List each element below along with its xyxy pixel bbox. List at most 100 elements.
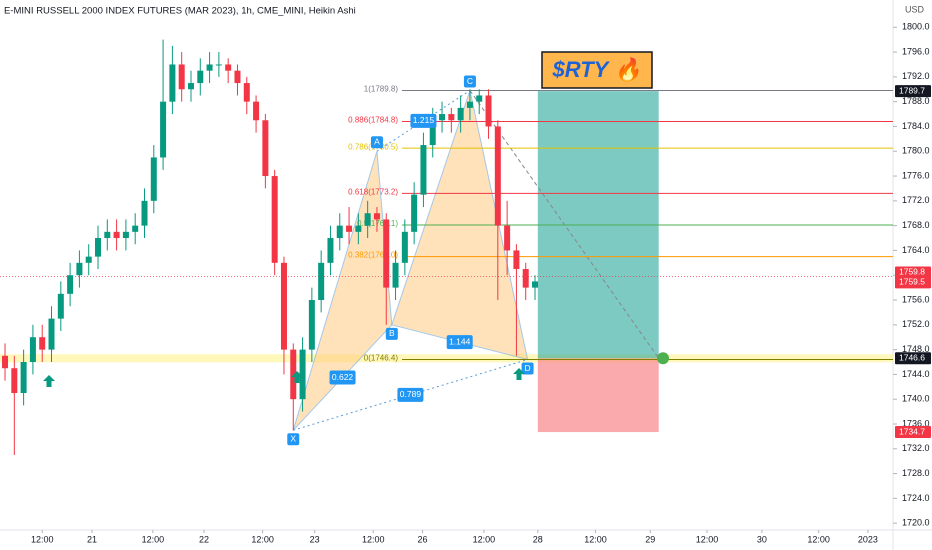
- y-tick-label: 1800.0: [902, 22, 930, 32]
- y-tick-label: 1736.0: [902, 418, 930, 428]
- y-tick-label: 1748.0: [902, 344, 930, 354]
- y-tick-label: 1780.0: [902, 146, 930, 156]
- fib-label: 1(1789.8): [364, 85, 399, 94]
- candle-body: [20, 362, 27, 394]
- price-label: 1759.5: [899, 277, 925, 287]
- y-tick-label: 1796.0: [902, 46, 930, 56]
- candle-body: [364, 213, 371, 226]
- x-tick-label: 12:00: [31, 534, 54, 544]
- point-label: X: [290, 433, 296, 443]
- candle-body: [76, 262, 83, 276]
- y-tick-label: 1744.0: [902, 369, 930, 379]
- candle-body: [197, 70, 204, 84]
- price-label: 1746.6: [899, 353, 925, 363]
- ratio-box: [329, 370, 356, 385]
- candle-body: [215, 64, 222, 66]
- candle-body: [411, 194, 418, 232]
- candle-body: [29, 337, 36, 363]
- x-tick-label: 12:00: [142, 534, 165, 544]
- signal-arrows: [43, 368, 525, 387]
- candle-body: [439, 114, 446, 121]
- candle-body: [122, 231, 129, 239]
- candle-body: [532, 281, 539, 288]
- ratio-label: 1.215: [413, 115, 435, 125]
- x-tick-label: 28: [533, 534, 543, 544]
- candle-body: [355, 225, 362, 232]
- candle-body: [243, 83, 250, 102]
- candle-body: [262, 120, 269, 177]
- point-label: B: [389, 328, 395, 338]
- candle-body: [234, 70, 241, 84]
- plot: 1(1789.8)0.886(1784.8)0.786(1780.5)0.618…: [0, 39, 893, 455]
- candle-body: [290, 349, 297, 400]
- fib-label: 0.618(1773.2): [348, 188, 398, 197]
- chart-title: E-MINI RUSSELL 2000 INDEX FUTURES (MAR 2…: [4, 6, 356, 17]
- pattern-dashed: [293, 359, 528, 431]
- projection-line: [469, 90, 660, 359]
- x-tick-label: 23: [310, 534, 320, 544]
- candle-body: [2, 355, 9, 369]
- candle-body: [513, 250, 520, 270]
- candle-body: [299, 349, 306, 400]
- point-box: [521, 362, 534, 375]
- x-tick-label: 2023: [858, 534, 878, 544]
- candle-body: [466, 101, 473, 108]
- y-tick-label: 1792.0: [902, 71, 930, 81]
- candle-body: [522, 269, 529, 288]
- candle-body: [308, 300, 315, 350]
- candle-body: [225, 64, 232, 71]
- candle-body: [113, 231, 120, 239]
- candle-body: [476, 95, 483, 102]
- ratio-label: 0.622: [332, 372, 354, 382]
- candle-body: [318, 262, 325, 301]
- y-tick-label: 1732.0: [902, 443, 930, 453]
- candle-body: [39, 337, 46, 350]
- up-arrow: [43, 375, 55, 387]
- x-tick-label: 29: [645, 534, 655, 544]
- candle-body: [504, 225, 511, 251]
- y-tick-label: 1788.0: [902, 96, 930, 106]
- point-box: [287, 433, 300, 446]
- fib-label: 0.886(1784.8): [348, 116, 398, 125]
- rocket-icon: [657, 352, 669, 365]
- candle-body: [383, 219, 390, 288]
- x-tick-label: 12:00: [251, 534, 274, 544]
- y-tick-label: 1756.0: [902, 294, 930, 304]
- banner-box: [541, 51, 653, 89]
- x-tick-label: 12:00: [807, 534, 830, 544]
- y-tick-label: 1772.0: [902, 195, 930, 205]
- price-label-box: [895, 426, 931, 439]
- y-tick-label: 1720.0: [902, 518, 930, 528]
- ratio-label: 1.144: [449, 336, 471, 346]
- x-tick-label: 21: [87, 534, 97, 544]
- candle-body: [67, 275, 74, 294]
- point-label: D: [525, 363, 531, 373]
- ratio-label: 0.789: [400, 389, 422, 399]
- candle-body: [178, 64, 185, 90]
- point-box: [370, 136, 383, 149]
- y-tick-label: 1752.0: [902, 319, 930, 329]
- x-tick-label: 12:00: [473, 534, 496, 544]
- x-tick-label: 22: [199, 534, 209, 544]
- candle-body: [11, 368, 18, 394]
- candle-body: [336, 225, 343, 239]
- candle-body: [448, 114, 455, 121]
- x-tick-label: 12:00: [696, 534, 719, 544]
- candle-body: [420, 145, 427, 195]
- fib-label: 0.382(1763.0): [348, 251, 398, 260]
- candle-body: [48, 318, 55, 350]
- candle-body: [280, 262, 287, 350]
- y-tick-label: 1728.0: [902, 468, 930, 478]
- point-box: [463, 75, 476, 88]
- point-label: C: [467, 76, 473, 86]
- candle-body: [187, 83, 194, 90]
- price-label-box: [895, 266, 931, 279]
- point-label: A: [374, 137, 380, 147]
- candle-body: [104, 231, 111, 239]
- banner-text: $RTY 🔥: [552, 57, 644, 82]
- candle-body: [327, 238, 334, 263]
- fib-label: 0(1746.4): [364, 354, 399, 363]
- y-tick-label: 1764.0: [902, 245, 930, 255]
- candle-body: [85, 256, 92, 263]
